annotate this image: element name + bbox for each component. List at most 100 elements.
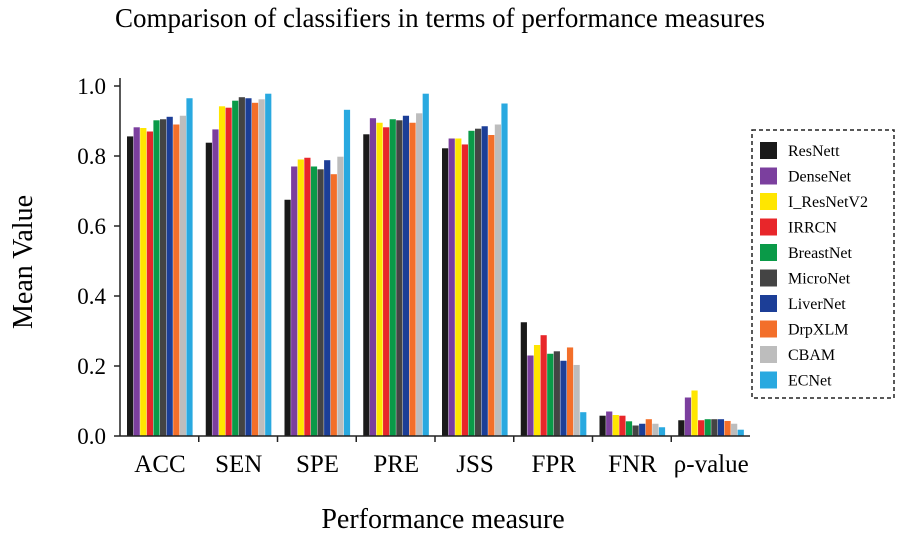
bar-breastnet-3 [389, 119, 396, 436]
bar-livernet-3 [402, 115, 410, 436]
bar-irrcn-7 [698, 420, 705, 436]
legend-swatch [760, 193, 777, 210]
chart-title: Comparison of classifiers in terms of pe… [115, 3, 765, 33]
bar-irrcn-2 [304, 157, 311, 436]
legend-frame [751, 129, 895, 399]
legend-label: DenseNet [788, 169, 852, 186]
bar-livernet-6 [639, 423, 646, 436]
legend-label: MicroNet [788, 271, 851, 288]
bar-densenet-2 [291, 166, 298, 436]
bars-group [127, 93, 744, 437]
x-category-label: PRE [373, 451, 419, 478]
legend-swatch [760, 295, 777, 312]
legend-label: ResNett [788, 143, 840, 160]
bar-micronet-0 [160, 119, 167, 436]
bar-resnett-6 [599, 415, 606, 436]
bar-drpxlm-2 [330, 174, 337, 436]
bar-i-resnetv2-6 [612, 415, 619, 436]
bar-cbam-6 [652, 423, 659, 436]
x-category-label: SEN [215, 451, 262, 478]
legend-label: IRRCN [788, 220, 837, 237]
bar-densenet-4 [448, 138, 455, 436]
bar-drpxlm-0 [173, 124, 180, 436]
x-axis: ACC SEN SPE PRE JSS FPR FNR ρ-value [120, 435, 750, 478]
bar-densenet-6 [606, 411, 613, 436]
bar-irrcn-6 [619, 415, 626, 436]
legend-label: CBAM [788, 347, 835, 364]
x-category-label: SPE [296, 451, 339, 478]
legend-label: I_ResNetV2 [788, 194, 868, 211]
bar-livernet-7 [717, 419, 725, 436]
bar-cbam-5 [573, 364, 580, 436]
bar-micronet-6 [632, 425, 639, 436]
bar-densenet-5 [527, 355, 534, 436]
bar-i-resnetv2-4 [455, 138, 462, 436]
bar-drpxlm-4 [488, 135, 495, 436]
bar-ecnet-1 [265, 93, 272, 436]
bar-i-resnetv2-3 [376, 122, 383, 436]
y-tick-label: 0.8 [77, 144, 106, 169]
legend-label: LiverNet [788, 296, 846, 313]
bar-irrcn-1 [225, 107, 232, 436]
bar-breastnet-6 [625, 421, 633, 436]
bar-cbam-4 [494, 124, 501, 436]
bar-cbam-2 [337, 156, 344, 436]
bar-i-resnetv2-2 [297, 159, 304, 436]
bar-irrcn-3 [383, 127, 390, 437]
legend-swatch [760, 167, 777, 185]
y-axis-title: Mean Value [8, 195, 39, 329]
bar-livernet-5 [560, 360, 567, 436]
bar-densenet-3 [369, 118, 377, 436]
y-tick-label: 0.2 [77, 354, 106, 379]
bar-micronet-3 [396, 120, 403, 437]
bar-breastnet-1 [232, 100, 239, 436]
bar-ecnet-7 [737, 429, 744, 436]
bar-cbam-7 [731, 423, 738, 436]
bar-i-resnetv2-7 [691, 390, 698, 436]
bar-resnett-4 [442, 148, 449, 437]
bar-breastnet-2 [310, 166, 318, 436]
bar-resnett-7 [678, 420, 685, 436]
legend-swatch [760, 244, 777, 261]
bar-livernet-1 [245, 98, 252, 436]
x-category-label: JSS [456, 451, 494, 478]
bar-ecnet-0 [186, 98, 193, 436]
bar-resnett-0 [127, 136, 134, 436]
bar-micronet-2 [317, 169, 324, 437]
legend-swatch [760, 142, 777, 159]
x-axis-title: Performance measure [321, 504, 564, 535]
y-tick-label: 0.4 [77, 284, 106, 309]
bar-livernet-0 [166, 116, 173, 437]
legend-label: BreastNet [788, 245, 853, 262]
x-category-label: ACC [134, 451, 185, 478]
bar-densenet-7 [684, 397, 692, 436]
bar-i-resnetv2-5 [533, 345, 541, 436]
bar-ecnet-2 [343, 109, 351, 437]
legend-swatch [760, 346, 777, 363]
bar-cbam-0 [179, 115, 186, 436]
bar-ecnet-5 [580, 412, 587, 436]
bar-micronet-4 [475, 128, 482, 436]
legend-swatch [760, 218, 777, 236]
x-category-label: FPR [532, 451, 577, 478]
legend-label: DrpXLM [788, 322, 848, 339]
bar-densenet-1 [212, 129, 219, 436]
bar-i-resnetv2-1 [218, 106, 226, 437]
bar-resnett-3 [363, 134, 370, 437]
bar-resnett-5 [520, 322, 527, 436]
bar-ecnet-4 [501, 103, 508, 436]
bar-drpxlm-1 [251, 102, 259, 437]
bar-densenet-0 [133, 127, 140, 437]
bar-irrcn-5 [540, 335, 547, 436]
x-category-label: FNR [608, 451, 657, 478]
y-tick-label: 0.6 [77, 214, 106, 239]
bar-cbam-3 [416, 113, 423, 437]
bar-micronet-7 [711, 419, 718, 436]
bar-drpxlm-5 [566, 347, 574, 436]
bar-breastnet-7 [704, 419, 711, 436]
bar-micronet-5 [553, 351, 560, 436]
bar-resnett-1 [205, 142, 212, 436]
bar-irrcn-0 [146, 131, 153, 436]
legend-swatch [760, 269, 777, 287]
